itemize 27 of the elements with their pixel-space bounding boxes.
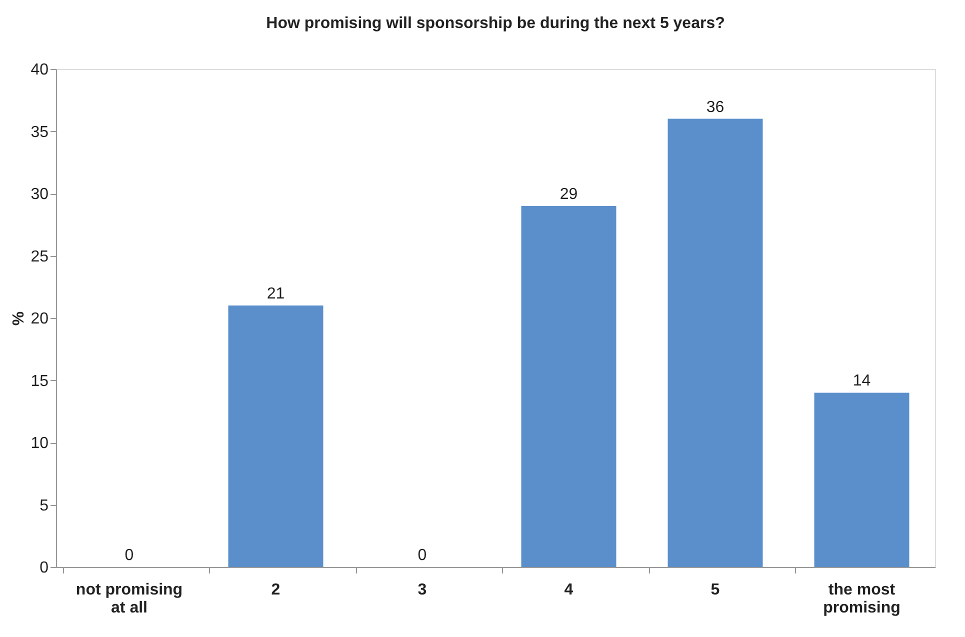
- y-tick-label: 15: [30, 372, 49, 390]
- data-label: 0: [124, 547, 134, 564]
- x-tick-label: 5: [710, 582, 720, 598]
- y-tick-label: 35: [30, 124, 49, 141]
- x-tick-label: 4: [564, 582, 574, 598]
- x-tick-label: the most promising: [823, 582, 900, 616]
- y-tick-label: 40: [30, 62, 49, 78]
- y-axis-title: %: [10, 311, 28, 326]
- data-label: 21: [266, 286, 285, 303]
- bar: [521, 206, 616, 567]
- data-label: 36: [706, 98, 724, 116]
- chart-title: How promising will sponsorship be during the next 5 years?: [266, 15, 725, 32]
- y-tick-label: 25: [30, 248, 49, 266]
- data-label: 0: [418, 547, 427, 564]
- x-tick-label: 3: [418, 582, 427, 598]
- data-label: 14: [852, 372, 871, 390]
- bar: [814, 392, 910, 567]
- x-tick-label: 2: [271, 582, 280, 598]
- y-tick-label: 30: [30, 186, 49, 203]
- y-tick-label: 5: [40, 497, 49, 514]
- bar: [668, 118, 763, 567]
- x-tick-label: not promising at all: [76, 582, 183, 616]
- data-label: 29: [560, 186, 578, 203]
- y-tick-label: 10: [30, 435, 49, 452]
- y-tick-label: 0: [40, 560, 49, 576]
- y-tick-label: 20: [30, 310, 49, 328]
- bar: [228, 306, 324, 567]
